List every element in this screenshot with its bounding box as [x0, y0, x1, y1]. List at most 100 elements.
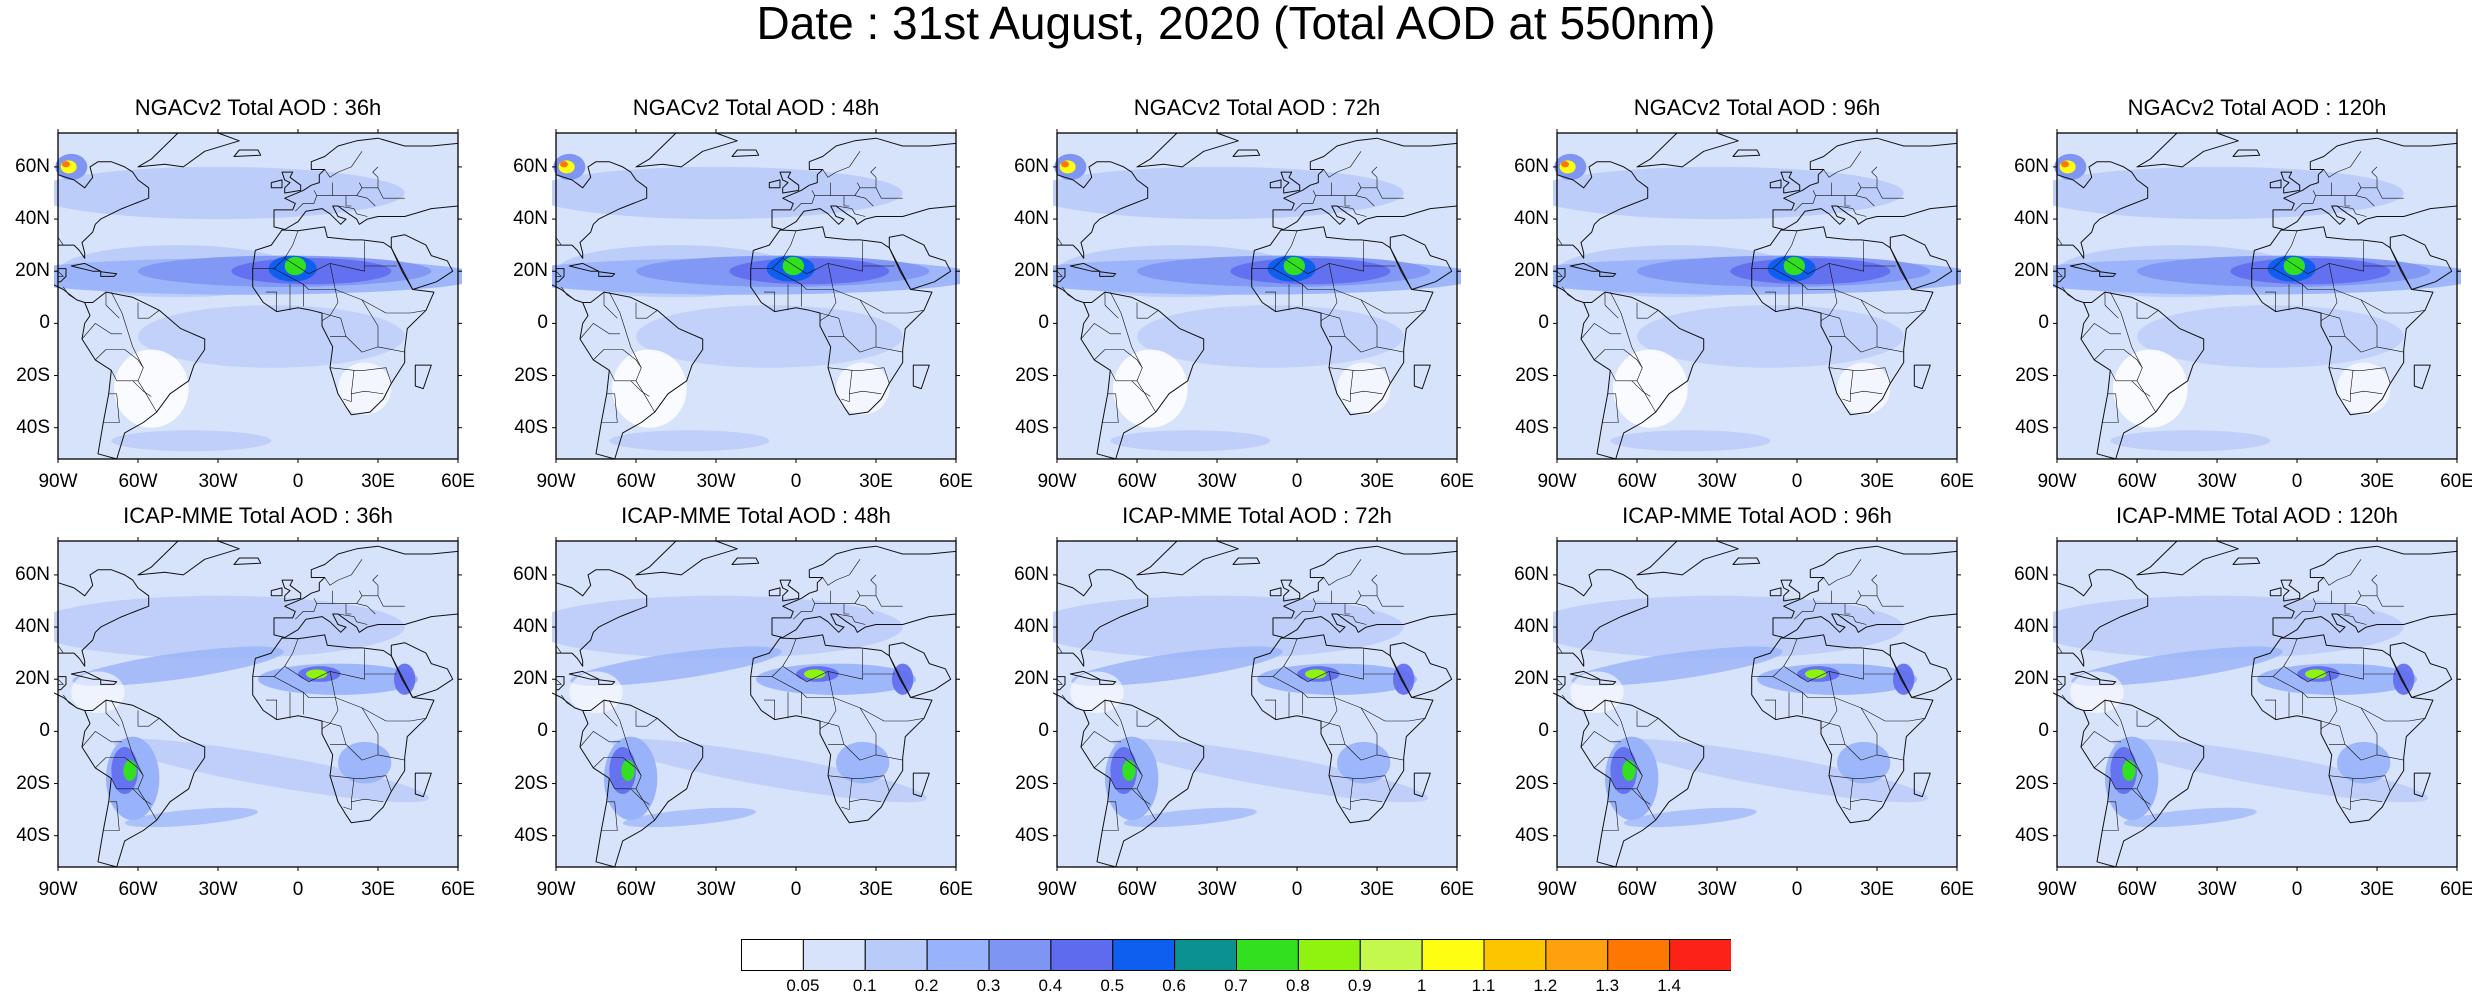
lon-label: 30E — [2360, 471, 2394, 492]
colorbar-label: 0.2 — [914, 976, 939, 995]
lat-label: 40N — [1514, 616, 1549, 638]
lon-label: 30E — [361, 879, 395, 900]
lon-label: 0 — [2291, 471, 2303, 492]
lat-label: 0 — [2038, 312, 2049, 334]
lon-label: 30E — [1860, 879, 1894, 900]
colorbar-box — [1421, 939, 1485, 971]
colorbar-label: 0.05 — [786, 976, 820, 995]
colorbar-box — [802, 939, 866, 971]
lat-label: 60N — [1514, 155, 1549, 177]
panel-title: NGACv2 Total AOD : 36h — [134, 95, 382, 120]
lat-label: 40N — [2014, 208, 2049, 230]
lon-label: 30W — [1197, 471, 1237, 492]
colorbar-box — [926, 939, 990, 971]
lon-label: 60W — [616, 471, 656, 492]
lat-label: 40N — [15, 616, 50, 638]
lat-label: 60N — [2014, 155, 2049, 177]
lat-label: 40S — [2015, 416, 2049, 438]
lat-label: 60N — [2014, 563, 2049, 585]
lat-label: 0 — [1538, 312, 1549, 334]
lat-label: 20S — [1015, 364, 1049, 386]
figure-title: Date : 31st August, 2020 (Total AOD at 5… — [756, 0, 1716, 49]
panel-title: NGACv2 Total AOD : 120h — [2127, 95, 2387, 120]
aod-map-icap-mme-4 — [2053, 537, 2461, 871]
lon-label: 90W — [1537, 471, 1577, 492]
colorbar-label: 0.3 — [976, 976, 1001, 995]
lat-label: 40S — [16, 824, 50, 846]
lon-label: 60W — [2117, 879, 2157, 900]
lon-label: 90W — [536, 471, 576, 492]
lon-label: 30E — [1860, 471, 1894, 492]
lat-label: 20N — [513, 260, 548, 282]
lat-label: 20S — [16, 364, 50, 386]
lon-label: 0 — [790, 471, 802, 492]
colorbar-box — [1669, 939, 1731, 971]
lat-label: 40N — [15, 208, 50, 230]
lat-label: 40N — [513, 208, 548, 230]
lat-label: 0 — [39, 312, 50, 334]
colorbar — [741, 939, 1731, 971]
lat-label: 40S — [16, 416, 50, 438]
lon-label: 30E — [1360, 471, 1394, 492]
lat-label: 20S — [514, 364, 548, 386]
colorbar-box — [1297, 939, 1361, 971]
lon-label: 60W — [1117, 879, 1157, 900]
lon-label: 30W — [696, 879, 736, 900]
lon-label: 0 — [2291, 879, 2303, 900]
lon-label: 30W — [696, 471, 736, 492]
panel-title: ICAP-MME Total AOD : 96h — [1622, 503, 1892, 528]
colorbar-box — [1359, 939, 1423, 971]
colorbar-box — [864, 939, 928, 971]
aod-map-ngacv2-4 — [2053, 129, 2461, 463]
lon-label: 30E — [1360, 879, 1394, 900]
colorbar-label: 0.1 — [852, 976, 877, 995]
lon-label: 90W — [38, 471, 78, 492]
colorbar-box — [1050, 939, 1114, 971]
colorbar-box — [1545, 939, 1609, 971]
lat-label: 20N — [1014, 260, 1049, 282]
colorbar-label: 0.4 — [1038, 976, 1063, 995]
lat-label: 20S — [1515, 364, 1549, 386]
panel-title: ICAP-MME Total AOD : 48h — [621, 503, 891, 528]
colorbar-label: 0.9 — [1347, 976, 1372, 995]
aod-map-ngacv2-3 — [1553, 129, 1961, 463]
lat-label: 20N — [1514, 260, 1549, 282]
lon-label: 60E — [939, 471, 973, 492]
lat-label: 20S — [16, 772, 50, 794]
lon-label: 30E — [2360, 879, 2394, 900]
lon-label: 90W — [38, 879, 78, 900]
lon-label: 30W — [1697, 471, 1737, 492]
lat-label: 20N — [2014, 668, 2049, 690]
lon-label: 0 — [292, 471, 304, 492]
aod-map-ngacv2-0 — [54, 129, 462, 463]
lon-label: 60W — [1117, 471, 1157, 492]
lat-label: 0 — [537, 312, 548, 334]
lat-label: 20N — [15, 668, 50, 690]
colorbar-label: 1 — [1416, 976, 1427, 995]
colorbar-label: 1.3 — [1595, 976, 1620, 995]
lon-label: 60W — [1617, 471, 1657, 492]
lon-label: 90W — [1537, 879, 1577, 900]
lon-label: 60W — [118, 879, 158, 900]
lon-label: 90W — [2037, 879, 2077, 900]
lat-label: 60N — [513, 563, 548, 585]
lat-label: 20S — [2015, 772, 2049, 794]
lon-label: 60E — [2440, 879, 2472, 900]
lon-label: 0 — [292, 879, 304, 900]
lon-label: 60W — [118, 471, 158, 492]
lon-label: 60E — [1440, 471, 1474, 492]
lon-label: 30E — [859, 879, 893, 900]
aod-map-icap-mme-1 — [552, 537, 960, 871]
aod-map-icap-mme-3 — [1553, 537, 1961, 871]
lon-label: 60W — [1617, 879, 1657, 900]
lon-label: 90W — [1037, 471, 1077, 492]
lon-label: 30W — [198, 879, 238, 900]
lat-label: 60N — [1514, 563, 1549, 585]
colorbar-label: 1.1 — [1471, 976, 1496, 995]
panel-title: ICAP-MME Total AOD : 36h — [123, 503, 393, 528]
lat-label: 60N — [15, 155, 50, 177]
lat-label: 40S — [1515, 824, 1549, 846]
lat-label: 40S — [2015, 824, 2049, 846]
colorbar-label: 1.4 — [1657, 976, 1681, 995]
lon-label: 30E — [361, 471, 395, 492]
